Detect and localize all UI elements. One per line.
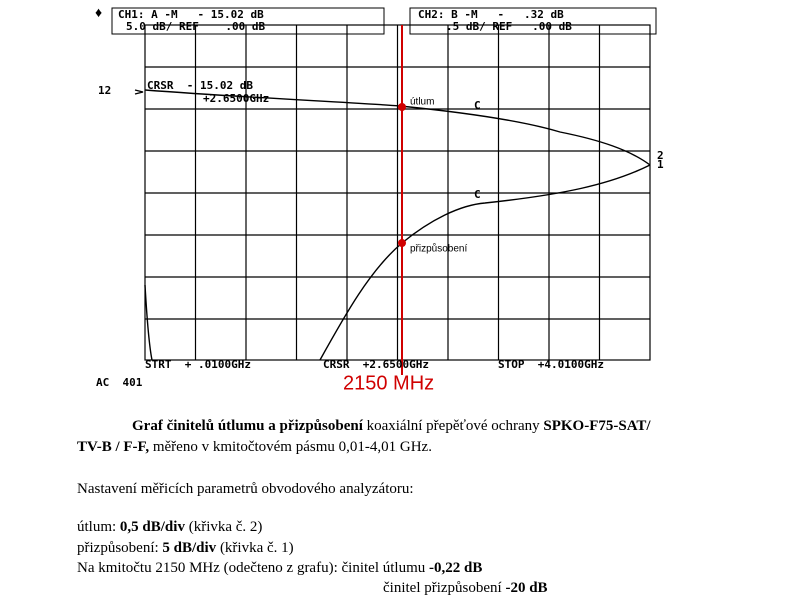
grid <box>144 24 651 361</box>
attenuation-point <box>398 103 406 111</box>
text: útlum: <box>77 519 120 535</box>
text: činitel přizpůsobení <box>383 580 506 596</box>
caption-line: Graf činitelů útlumu a přizpůsobení koax… <box>132 418 651 435</box>
text: (křivka č. 1) <box>216 540 294 556</box>
trace-number: 1 <box>657 158 664 171</box>
cursor-freq-bottom: CRSR +2.6500GHz <box>323 358 429 371</box>
ch1-top: CH1: A -M - 15.02 dB <box>118 8 264 21</box>
caption-line: TV-B / F-F, měřeno v kmitočtovém pásmu 0… <box>77 439 432 456</box>
start-freq: STRT + .0100GHz <box>145 358 251 371</box>
marker-c: C <box>474 99 481 112</box>
ch2-top: CH2: B -M - .32 dB <box>418 8 564 21</box>
text: koaxiální přepěťové ochrany <box>362 418 544 434</box>
matching-point <box>398 239 406 247</box>
text: přizpůsobení: <box>77 540 163 556</box>
text: -20 dB <box>505 580 548 596</box>
text: SPKO-F75-SAT/ <box>543 418 651 434</box>
analyzer-screen: ♦ CH1: A -M - 15.02 dB 5.0 dB/ REF .00 d… <box>95 6 664 394</box>
stop-freq: STOP +4.0100GHz <box>498 358 604 371</box>
ref-level: 12 <box>98 84 111 97</box>
settings-line: útlum: 0,5 dB/div (křivka č. 2) <box>77 519 262 536</box>
cursor-value: CRSR - 15.02 dB <box>147 79 253 92</box>
frequency-marker-label: 2150 MHz <box>343 372 434 394</box>
traces <box>134 89 651 361</box>
text: Na kmitočtu 2150 MHz (odečteno z grafu):… <box>77 560 429 576</box>
text: TV-B / F-F, <box>77 439 150 455</box>
ch1-bottom: 5.0 dB/ REF .00 dB <box>126 20 265 33</box>
trace-number: 2 <box>657 149 664 162</box>
cursor-freq: +2.6500GHz <box>203 92 269 105</box>
label-matching: přizpůsobení <box>410 243 467 255</box>
averaging: AC 401 <box>96 376 143 389</box>
text: měřeno v kmitočtovém pásmu 0,01-4,01 GHz… <box>149 439 432 455</box>
ch1-box <box>111 7 385 35</box>
settings-line: Na kmitočtu 2150 MHz (odečteno z grafu):… <box>77 560 482 577</box>
settings-heading: Nastavení měřicích parametrů obvodového … <box>77 481 414 497</box>
settings-line: činitel přizpůsobení -20 dB <box>383 580 548 597</box>
ch2-bottom: .5 dB/ REF .00 dB <box>446 20 572 33</box>
marker-c: C <box>474 188 481 201</box>
label-attenuation: útlum <box>410 97 434 108</box>
text: 5 dB/div <box>162 540 217 556</box>
text: Graf činitelů útlumu a přizpůsobení <box>132 418 363 434</box>
settings-line: přizpůsobení: 5 dB/div (křivka č. 1) <box>77 540 294 557</box>
ch2-box <box>409 7 657 35</box>
text: -0,22 dB <box>429 560 483 576</box>
text: (křivka č. 2) <box>184 519 263 535</box>
text: 0,5 dB/div <box>119 519 185 535</box>
icon: ♦ <box>95 6 102 21</box>
